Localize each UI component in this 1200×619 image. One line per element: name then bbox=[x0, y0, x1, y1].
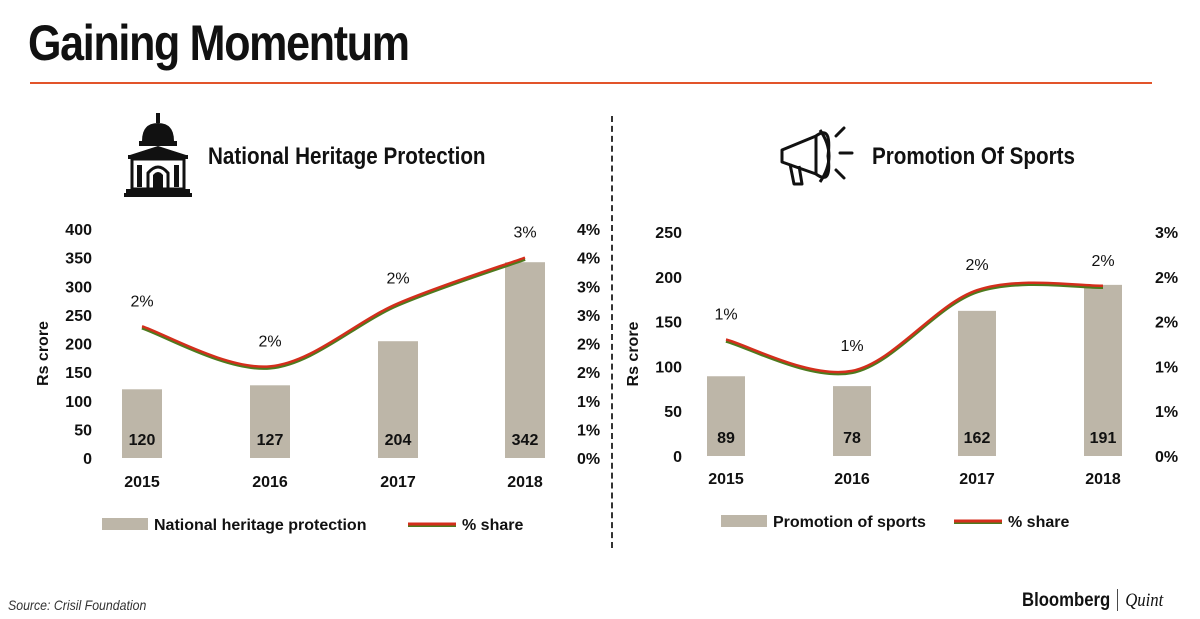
legend-bar-swatch bbox=[102, 518, 148, 530]
bar bbox=[1084, 284, 1122, 456]
megaphone-icon bbox=[780, 126, 854, 186]
y2-tick-label: 0% bbox=[1155, 449, 1178, 466]
y2-tick-label: 4% bbox=[577, 251, 600, 268]
x-tick-label: 2017 bbox=[380, 474, 416, 491]
y2-tick-label: 3% bbox=[1155, 225, 1178, 242]
bar bbox=[250, 385, 290, 458]
y2-tick-label: 1% bbox=[577, 422, 600, 439]
y2-tick-label: 1% bbox=[1155, 359, 1178, 376]
share-label: 3% bbox=[513, 225, 536, 242]
y-axis-title: Rs crore bbox=[35, 321, 52, 386]
bar bbox=[505, 262, 545, 458]
heritage-building-icon bbox=[124, 113, 192, 197]
y2-tick-label: 0% bbox=[577, 451, 600, 468]
share-label: 2% bbox=[1091, 253, 1114, 270]
y2-tick-label: 3% bbox=[577, 308, 600, 325]
y-tick-label: 250 bbox=[655, 225, 682, 242]
chart-title-sports: Promotion Of Sports bbox=[872, 143, 1075, 170]
y2-tick-label: 1% bbox=[577, 394, 600, 411]
bar-value-label: 204 bbox=[385, 432, 412, 449]
bar bbox=[958, 310, 996, 456]
bar bbox=[707, 376, 745, 456]
brand-primary: Bloomberg bbox=[1022, 590, 1111, 611]
share-line bbox=[725, 281, 1104, 374]
title-rule bbox=[30, 82, 1152, 84]
x-tick-label: 2015 bbox=[124, 474, 160, 491]
bar-value-label: 120 bbox=[129, 432, 156, 449]
x-tick-label: 2018 bbox=[507, 474, 543, 491]
y-tick-label: 50 bbox=[74, 422, 92, 439]
legend-bar-label: Promotion of sports bbox=[773, 514, 926, 531]
y2-tick-label: 2% bbox=[1155, 315, 1178, 332]
brand-separator bbox=[1117, 589, 1119, 611]
share-line bbox=[141, 256, 526, 368]
y2-tick-label: 2% bbox=[1155, 270, 1178, 287]
y2-tick-label: 2% bbox=[577, 365, 600, 382]
share-label: 1% bbox=[714, 307, 737, 324]
y-tick-label: 0 bbox=[83, 451, 92, 468]
share-label: 2% bbox=[965, 257, 988, 274]
y-axis-title: Rs crore bbox=[625, 321, 642, 386]
y-tick-label: 200 bbox=[65, 337, 92, 354]
y-tick-label: 250 bbox=[65, 308, 92, 325]
y-tick-label: 400 bbox=[65, 222, 92, 239]
bar-value-label: 89 bbox=[717, 430, 735, 447]
x-tick-label: 2017 bbox=[959, 471, 995, 488]
share-label: 2% bbox=[258, 333, 281, 350]
page-title: Gaining Momentum bbox=[28, 15, 410, 71]
y2-tick-label: 4% bbox=[577, 222, 600, 239]
share-label: 1% bbox=[840, 338, 863, 355]
bar-value-label: 342 bbox=[512, 432, 539, 449]
bar-value-label: 127 bbox=[257, 432, 284, 449]
x-tick-label: 2016 bbox=[834, 471, 870, 488]
chart-heritage: 0 50 100 150 200 250 300 350 400 0% 1% 1% 2% 2% 3% 3% 4%… bbox=[35, 222, 600, 534]
brand-secondary: Quint bbox=[1125, 590, 1164, 611]
source-note: Source: Crisil Foundation bbox=[8, 597, 147, 613]
share-label: 2% bbox=[386, 270, 409, 287]
legend-line-label: % share bbox=[1008, 514, 1069, 531]
x-tick-label: 2018 bbox=[1085, 471, 1121, 488]
y-tick-label: 100 bbox=[65, 394, 92, 411]
y-tick-label: 150 bbox=[65, 365, 92, 382]
y-tick-label: 100 bbox=[655, 359, 682, 376]
legend-bar-label: National heritage protection bbox=[154, 517, 366, 534]
bar bbox=[833, 386, 871, 456]
x-tick-label: 2015 bbox=[708, 471, 744, 488]
x-tick-label: 2016 bbox=[252, 474, 288, 491]
y-tick-label: 200 bbox=[655, 270, 682, 287]
legend-bar-swatch bbox=[721, 515, 767, 527]
y-tick-label: 350 bbox=[65, 251, 92, 268]
bar-value-label: 162 bbox=[964, 430, 991, 447]
y2-tick-label: 2% bbox=[577, 337, 600, 354]
chart-sports: 0 50 100 150 200 250 0% 1% 1% 2% 2% 3% Rs crore 89 201… bbox=[625, 225, 1178, 531]
bar bbox=[122, 389, 162, 458]
bar-value-label: 191 bbox=[1090, 430, 1117, 447]
share-label: 2% bbox=[130, 293, 153, 310]
bar-value-label: 78 bbox=[843, 430, 861, 447]
y-tick-label: 150 bbox=[655, 315, 682, 332]
y-tick-label: 0 bbox=[673, 449, 682, 466]
bar bbox=[378, 341, 418, 458]
share-line-shadow bbox=[141, 257, 526, 370]
y-tick-label: 300 bbox=[65, 279, 92, 296]
brand-logo: Bloomberg Quint bbox=[1022, 589, 1163, 612]
y2-tick-label: 1% bbox=[1155, 404, 1178, 421]
legend-line-label: % share bbox=[462, 517, 523, 534]
y2-tick-label: 3% bbox=[577, 279, 600, 296]
chart-title-heritage: National Heritage Protection bbox=[208, 143, 486, 170]
y-tick-label: 50 bbox=[664, 404, 682, 421]
chart-divider bbox=[611, 116, 613, 548]
